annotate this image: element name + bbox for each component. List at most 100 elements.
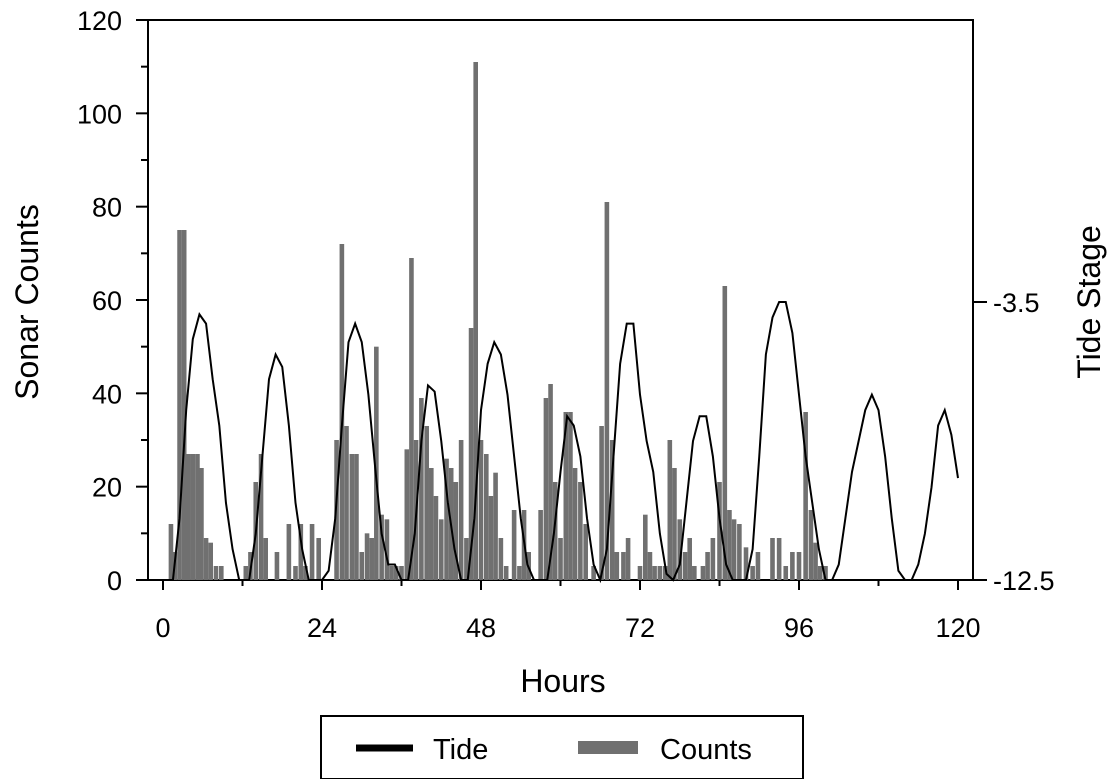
count-bar [563, 412, 569, 580]
count-bar [796, 552, 802, 580]
count-bar [552, 482, 558, 580]
legend-counts-swatch [578, 741, 638, 754]
count-bar [444, 458, 449, 580]
count-bar [168, 524, 174, 580]
legend-tide-label: Tide [433, 734, 488, 766]
count-bar [609, 440, 615, 580]
count-bar [293, 566, 298, 580]
count-bar [263, 538, 268, 580]
count-bar [384, 519, 390, 580]
count-bar [399, 566, 404, 580]
legend-box [320, 715, 804, 779]
count-bar [823, 566, 828, 580]
count-bar [637, 566, 643, 580]
count-bar [309, 524, 315, 580]
count-bar [498, 538, 504, 580]
x-axis-title: Hours [520, 663, 605, 699]
count-bar [354, 454, 359, 580]
count-bar [538, 510, 543, 580]
count-bar [657, 566, 663, 580]
count-bar [453, 482, 459, 580]
count-bar [599, 426, 604, 580]
tide-line [163, 301, 959, 584]
count-bar [743, 547, 749, 580]
count-bar [464, 538, 469, 580]
count-bar [808, 510, 814, 580]
count-bar [700, 566, 706, 580]
x-tick-label: 24 [307, 613, 337, 643]
count-bar [438, 519, 444, 580]
count-bar [409, 258, 414, 580]
count-bar [349, 454, 355, 580]
count-bar [548, 384, 553, 580]
x-tick-label: 96 [784, 613, 814, 643]
x-tick-label: 72 [625, 613, 655, 643]
count-bar [478, 440, 484, 580]
count-bar [572, 468, 578, 580]
count-bar [419, 398, 424, 580]
y-tick-label: 40 [92, 379, 122, 409]
count-bar [583, 524, 588, 580]
count-bar [770, 538, 775, 580]
count-bar [604, 202, 610, 580]
count-bar [213, 566, 219, 580]
count-bar [813, 542, 818, 580]
count-bar [389, 566, 394, 580]
y-tick-label: 20 [92, 473, 122, 503]
count-bar [298, 524, 304, 580]
count-bar [727, 510, 732, 580]
count-bar [667, 440, 673, 580]
count-bar [429, 468, 434, 580]
bars-layer [168, 62, 828, 580]
count-bar [274, 552, 280, 580]
count-bar [621, 552, 626, 580]
count-bar [181, 230, 187, 580]
count-bar [364, 533, 370, 580]
count-bar [199, 468, 204, 580]
count-bar [195, 454, 200, 580]
count-bar [286, 524, 292, 580]
count-bar [672, 468, 677, 580]
count-bar [369, 538, 374, 580]
count-bar [755, 552, 761, 580]
legend: Tide Counts [320, 715, 804, 779]
count-bar [578, 482, 583, 580]
count-bar [737, 524, 742, 580]
count-bar [344, 426, 349, 580]
count-bar [511, 510, 517, 580]
count-bar [591, 566, 596, 580]
count-bar [750, 566, 755, 580]
y-tick-label: 120 [77, 6, 122, 36]
count-bar [243, 566, 249, 580]
x-tick-label: 48 [466, 613, 496, 643]
y2-tick-label: -3.5 [993, 288, 1040, 318]
y-tick-label: 0 [107, 566, 122, 596]
count-bar [488, 496, 494, 580]
count-bar [710, 538, 716, 580]
y-axis-title: Sonar Counts [9, 204, 45, 400]
count-bar [177, 230, 182, 580]
tide-line-layer [163, 301, 959, 584]
count-bar [208, 542, 213, 580]
count-bar [722, 286, 728, 580]
count-bar [717, 482, 722, 580]
count-bar [185, 454, 191, 580]
count-bar [433, 496, 439, 580]
count-bar [652, 566, 657, 580]
ticks-layer: 0 24 48 72 96 120 0 20 40 60 80 100 120 -3.5 -12.5 [77, 6, 1055, 643]
count-bar [374, 346, 379, 580]
count-bar [404, 449, 410, 580]
count-bar [203, 538, 209, 580]
count-bar [359, 552, 365, 580]
x-tick-label: 120 [935, 613, 980, 643]
count-bar [258, 454, 264, 580]
count-bar [783, 566, 789, 580]
count-bar [776, 538, 782, 580]
count-bar [558, 538, 563, 580]
count-bar [731, 519, 737, 580]
count-bar [705, 552, 710, 580]
count-bar [687, 538, 692, 580]
count-bar [692, 566, 697, 580]
count-bar [468, 328, 474, 580]
